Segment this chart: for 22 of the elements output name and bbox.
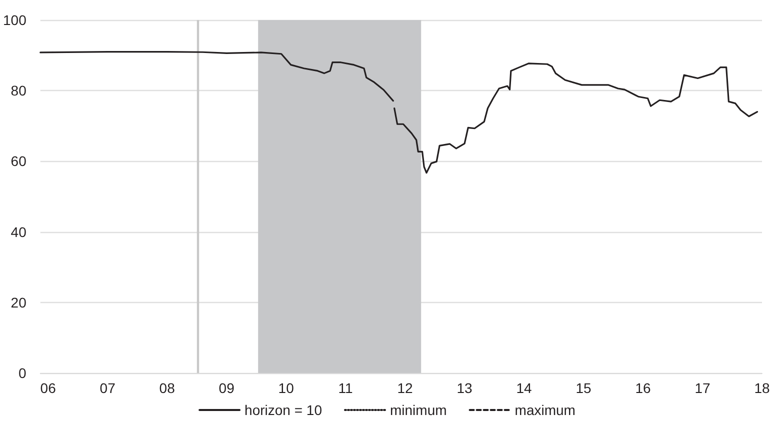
x-tick-label: 07 [100,380,116,396]
x-tick-label: 09 [218,380,235,396]
legend-label: minimum [390,402,447,418]
y-tick-label: 100 [3,12,27,28]
x-tick-label: 10 [278,380,294,396]
legend-label: horizon = 10 [244,402,322,418]
x-tick-label: 18 [754,380,770,396]
x-tick-label: 06 [40,380,56,396]
x-tick-label: 08 [159,380,176,396]
x-tick-label: 12 [397,380,414,396]
x-tick-label: 14 [516,380,532,396]
y-tick-label: 20 [10,294,27,310]
y-tick-label: 0 [18,365,27,381]
x-tick-label: 11 [338,380,354,396]
y-tick-label: 40 [10,224,27,240]
x-tick-label: 17 [694,380,711,396]
x-tick-label: 13 [456,380,473,396]
x-tick-label: 15 [576,380,592,396]
y-tick-label: 60 [10,153,27,170]
y-tick-label: 80 [10,82,27,99]
x-tick-label: 16 [635,380,652,396]
legend-label: maximum [514,402,576,418]
